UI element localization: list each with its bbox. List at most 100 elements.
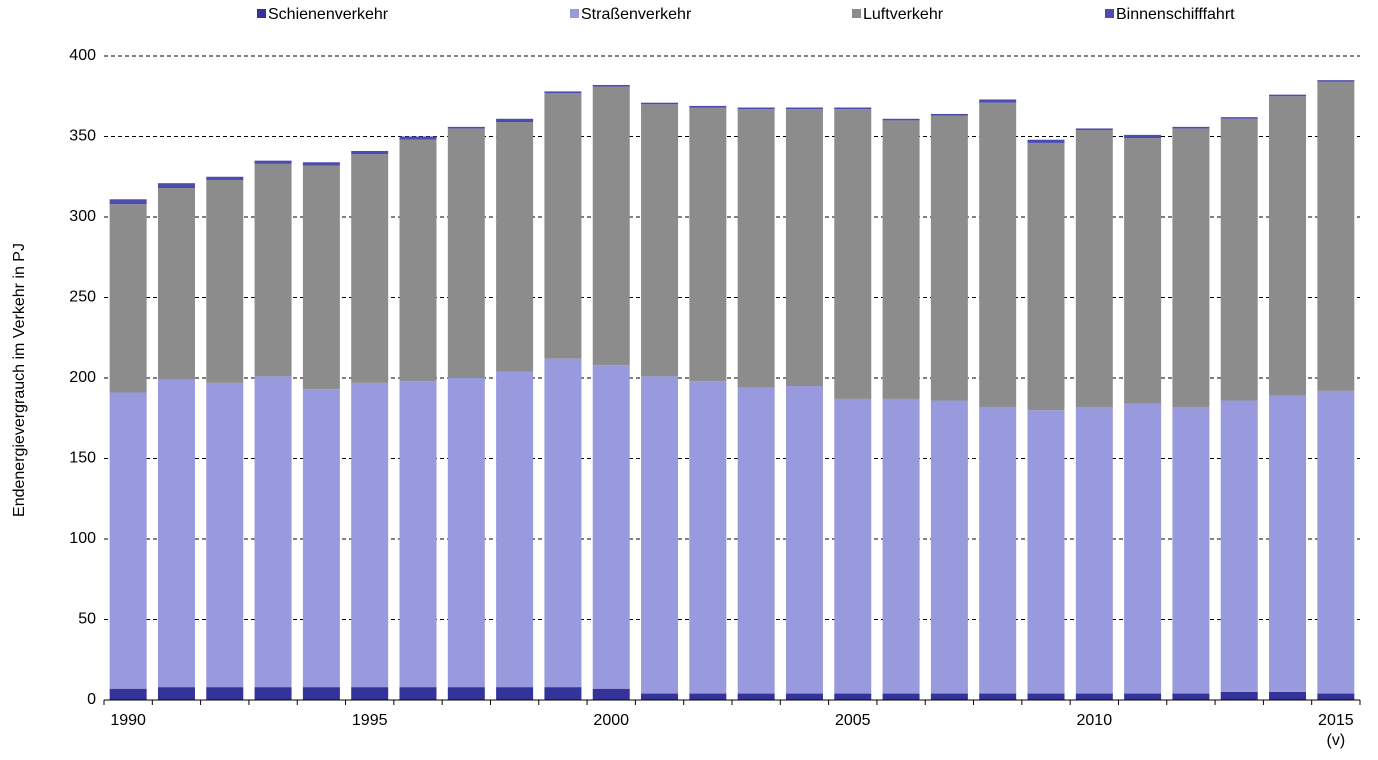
bar-segment — [1172, 128, 1210, 407]
bar-segment — [1220, 400, 1258, 692]
bar-segment — [1124, 693, 1162, 700]
bar-segment — [882, 693, 920, 700]
bar-segment — [157, 188, 195, 380]
bar-segment — [1172, 406, 1210, 694]
bar-segment — [592, 688, 630, 700]
bar-segment — [447, 687, 485, 700]
bar-segment — [689, 105, 727, 108]
bar-segment — [544, 358, 582, 688]
bar-segment — [254, 376, 292, 688]
bar-segment — [689, 693, 727, 700]
bar-segment — [302, 389, 340, 688]
bar-segment — [496, 371, 534, 688]
bar-segment — [351, 382, 389, 688]
bar-segment — [206, 687, 244, 700]
bar-segment — [834, 693, 872, 700]
bar-segment — [979, 406, 1017, 694]
bar-segment — [930, 113, 968, 116]
bar-segment — [1269, 395, 1307, 692]
y-tick-label: 100 — [69, 530, 96, 547]
bar-segment — [689, 107, 727, 382]
bar-segment — [785, 109, 823, 387]
bar-segment — [109, 204, 147, 393]
legend-swatch — [1105, 9, 1114, 18]
bar-segment — [785, 107, 823, 110]
bar-segment — [496, 687, 534, 700]
bar-segment — [930, 693, 968, 700]
x-tick-label: 1990 — [110, 712, 146, 729]
bar-segment — [1317, 80, 1355, 82]
bar-segment — [1317, 81, 1355, 391]
bar-segment — [544, 93, 582, 359]
bar-segment — [882, 120, 920, 399]
y-tick-label: 350 — [69, 128, 96, 145]
bar-segment — [496, 122, 534, 372]
legend-label: Schienenverkehr — [268, 6, 389, 23]
bar-segment — [351, 150, 389, 155]
bar-segment — [544, 91, 582, 94]
bar-segment — [1075, 406, 1113, 694]
bar-segment — [882, 398, 920, 694]
y-axis-title: Endenergievergrauch im Verkehr in PJ — [11, 243, 28, 517]
bar-segment — [1075, 130, 1113, 407]
bar-segment — [592, 84, 630, 87]
bar-segment — [834, 398, 872, 694]
bar-segment — [882, 118, 920, 121]
bar-segment — [785, 693, 823, 700]
bar-segment — [1269, 96, 1307, 396]
bar-segment — [641, 102, 679, 105]
bar-segment — [930, 400, 968, 694]
bar-segment — [1220, 691, 1258, 700]
bar-segment — [1075, 128, 1113, 131]
bar-segment — [157, 379, 195, 688]
bar-segment — [254, 687, 292, 700]
bar-segment — [157, 687, 195, 700]
x-tick-label: 2010 — [1076, 712, 1113, 729]
x-tick-label: 2015 (v) — [1318, 712, 1354, 749]
bar-segment — [1027, 693, 1065, 700]
bar-segment — [109, 392, 147, 689]
legend-swatch — [257, 9, 266, 18]
y-tick-label: 0 — [87, 691, 96, 708]
bar-segment — [109, 199, 147, 205]
bar-segment — [737, 693, 775, 700]
bar-segment — [1317, 693, 1355, 700]
bar-segment — [399, 381, 437, 688]
bar-segment — [1172, 693, 1210, 700]
bar-segment — [1124, 134, 1162, 139]
bar-segment — [206, 176, 244, 180]
bar-segment — [254, 160, 292, 164]
bar-segment — [157, 183, 195, 189]
bar-segment — [930, 115, 968, 401]
bar-segment — [109, 688, 147, 700]
bar-segment — [834, 109, 872, 399]
bar-segment — [641, 376, 679, 694]
bar-segment — [1027, 410, 1065, 694]
bar-segment — [351, 154, 389, 383]
bar-segment — [1220, 117, 1258, 119]
bar-segment — [206, 382, 244, 688]
bar-segment — [447, 128, 485, 378]
bar-segment — [399, 687, 437, 700]
bar-segment — [351, 687, 389, 700]
x-tick-label: 2005 — [834, 712, 871, 729]
y-tick-label: 50 — [78, 611, 96, 628]
y-tick-label: 400 — [69, 47, 96, 64]
bar-segment — [1124, 138, 1162, 404]
bar-segment — [399, 136, 437, 140]
bar-segment — [1220, 118, 1258, 401]
bar-segment — [1269, 691, 1307, 700]
bar-segment — [302, 687, 340, 700]
bar-segment — [302, 165, 340, 390]
legend-swatch — [852, 9, 861, 18]
bar-segment — [737, 387, 775, 694]
bar-segment — [737, 107, 775, 110]
x-tick-label: 1995 — [351, 712, 388, 729]
bar-segment — [592, 365, 630, 689]
bar-segment — [302, 162, 340, 166]
bar-segment — [1172, 126, 1210, 129]
bar-segment — [544, 687, 582, 700]
bar-segment — [1075, 693, 1113, 700]
bar-segment — [834, 107, 872, 110]
